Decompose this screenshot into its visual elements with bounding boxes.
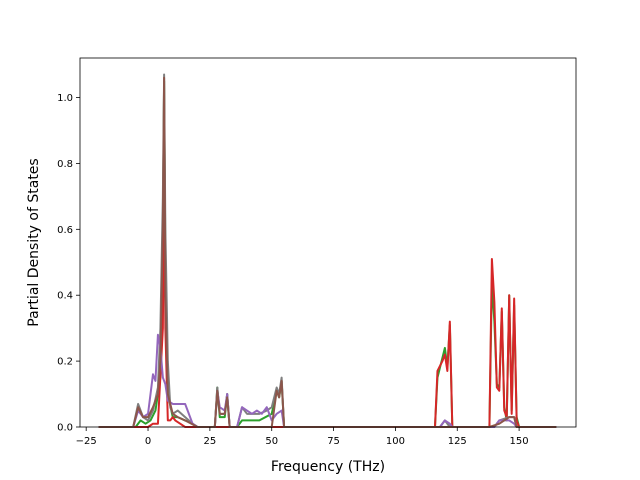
y-tick-label: 0.8 <box>57 159 73 170</box>
y-tick-label: 0.4 <box>57 291 73 302</box>
x-tick-label: 100 <box>386 436 405 447</box>
x-tick-label: 0 <box>145 436 151 447</box>
y-tick-label: 1.0 <box>57 93 73 104</box>
y-axis-label: Partial Density of States <box>26 158 42 326</box>
x-axis-ticks: −25 0 25 50 75 100 125 150 <box>76 427 529 447</box>
x-tick-label: 25 <box>204 436 217 447</box>
x-axis-label: Frequency (THz) <box>271 459 385 475</box>
series-line-5 <box>98 76 557 428</box>
y-tick-label: 0.0 <box>57 423 73 434</box>
x-tick-label: 75 <box>327 436 340 447</box>
series-layer <box>98 73 557 428</box>
y-axis-ticks: 0.0 0.2 0.4 0.6 0.8 1.0 <box>57 93 80 434</box>
x-tick-label: −25 <box>76 436 97 447</box>
plot-frame <box>79 57 577 428</box>
x-tick-label: 125 <box>448 436 467 447</box>
y-tick-label: 0.6 <box>57 225 73 236</box>
y-tick-label: 0.2 <box>57 357 73 368</box>
x-tick-label: 150 <box>510 436 529 447</box>
x-tick-label: 50 <box>265 436 278 447</box>
